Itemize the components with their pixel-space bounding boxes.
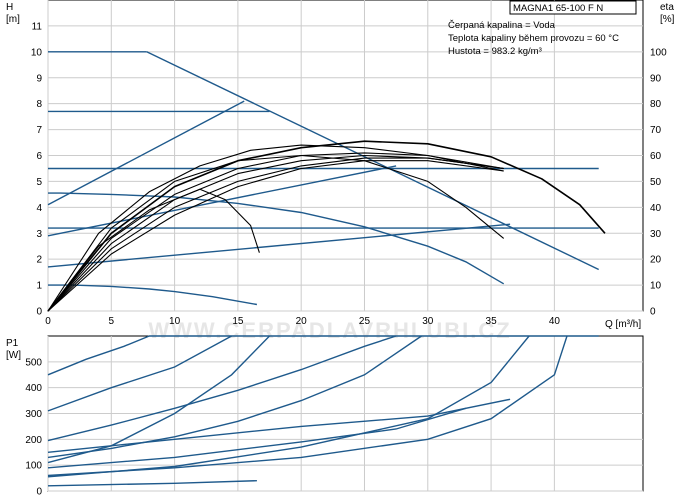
power-tick-label: 500 (25, 357, 42, 368)
head-tick-label: 4 (36, 203, 42, 214)
eta-tick-label: 100 (650, 47, 667, 58)
power-curve (47, 407, 466, 469)
power-tick-label: 100 (25, 461, 42, 472)
power-tick-label: 200 (25, 435, 42, 446)
head-tick-label: 7 (36, 125, 42, 136)
temperature-note: Teplota kapaliny během provozu = 60 °C (448, 33, 619, 44)
head-tick-label: 11 (32, 21, 43, 32)
density-note: Hustota = 983.2 kg/m³ (448, 46, 542, 57)
efficiency-curve (47, 157, 504, 312)
head-tick-label: 8 (36, 99, 42, 110)
head-curve (48, 192, 505, 285)
flow-axis-label: Q [m³/h] (605, 319, 641, 330)
head-curve (47, 165, 397, 237)
eta-tick-label: 10 (650, 281, 662, 292)
power-curves-group (47, 335, 599, 487)
power-grid (47, 336, 643, 492)
power-curve (47, 335, 568, 477)
eta-tick-label: 40 (650, 203, 662, 214)
model-title: MAGNA1 65-100 F N (513, 3, 603, 14)
head-axis-ticks: 0 5 10 15 20 25 30 35 40 0 1 2 3 4 5 6 7 8 9 10 11 0 10 20 30 40 5… (31, 21, 667, 327)
x-tick-label: 40 (549, 316, 561, 327)
power-tick-label: 400 (25, 383, 42, 394)
head-tick-label: 3 (36, 229, 42, 240)
head-tick-label: 1 (36, 281, 42, 292)
eta-tick-label: 50 (650, 177, 662, 188)
x-tick-label: 20 (296, 316, 308, 327)
head-tick-label: 6 (36, 151, 42, 162)
eta-axis-label: eta (660, 2, 674, 13)
power-axis-label: P1 (6, 338, 19, 349)
power-curve (47, 398, 511, 453)
power-curve (47, 335, 397, 442)
eta-tick-label: 0 (650, 307, 656, 318)
head-efficiency-plot: 0 5 10 15 20 25 30 35 40 0 1 2 3 4 5 6 7 8 9 10 11 0 10 20 30 40 5… (6, 0, 675, 330)
head-tick-label: 5 (36, 177, 42, 188)
efficiency-curve (47, 144, 504, 312)
x-tick-label: 5 (109, 316, 115, 327)
model-title-box (509, 0, 637, 15)
x-tick-label: 30 (422, 316, 434, 327)
efficiency-curve (47, 160, 504, 312)
eta-tick-label: 90 (650, 73, 662, 84)
x-tick-label: 0 (45, 316, 51, 327)
head-grid (47, 0, 643, 312)
efficiency-curve (47, 152, 504, 312)
eta-tick-label: 30 (650, 229, 662, 240)
eta-axis-unit: [%] (660, 14, 675, 25)
head-curve (47, 223, 511, 268)
eta-tick-label: 60 (650, 151, 662, 162)
watermark: WWW.CERPADLAVRHLUBI.CZ (148, 318, 511, 343)
power-curve (47, 335, 530, 478)
power-curve (47, 480, 257, 487)
head-curve (47, 100, 245, 206)
head-tick-label: 10 (31, 47, 43, 58)
head-tick-label: 9 (36, 73, 42, 84)
head-axis-label: H (6, 2, 13, 13)
fluid-note: Čerpaná kapalina = Voda (448, 20, 556, 31)
x-tick-label: 35 (486, 316, 498, 327)
power-axis-ticks: 0 100 200 300 400 500 (25, 357, 42, 497)
x-tick-label: 10 (169, 316, 181, 327)
x-tick-label: 25 (359, 316, 371, 327)
head-tick-label: 0 (36, 307, 42, 318)
power-curve (47, 335, 150, 376)
head-axis-unit: [m] (6, 14, 20, 25)
efficiency-curves-group (47, 140, 606, 312)
power-tick-label: 300 (25, 409, 42, 420)
power-curve (47, 335, 232, 412)
power-plot: 0 100 200 300 400 500 P1 [W] (6, 335, 644, 498)
x-tick-label: 15 (232, 316, 244, 327)
head-tick-label: 2 (36, 255, 42, 266)
efficiency-curve (47, 140, 606, 312)
power-curve (47, 335, 422, 459)
eta-tick-label: 20 (650, 255, 662, 266)
head-curves-group (47, 51, 600, 306)
eta-tick-label: 80 (650, 99, 662, 110)
eta-tick-label: 70 (650, 125, 662, 136)
power-tick-label: 0 (36, 487, 42, 498)
power-axis-unit: [W] (6, 350, 21, 361)
head-curve (48, 284, 258, 306)
